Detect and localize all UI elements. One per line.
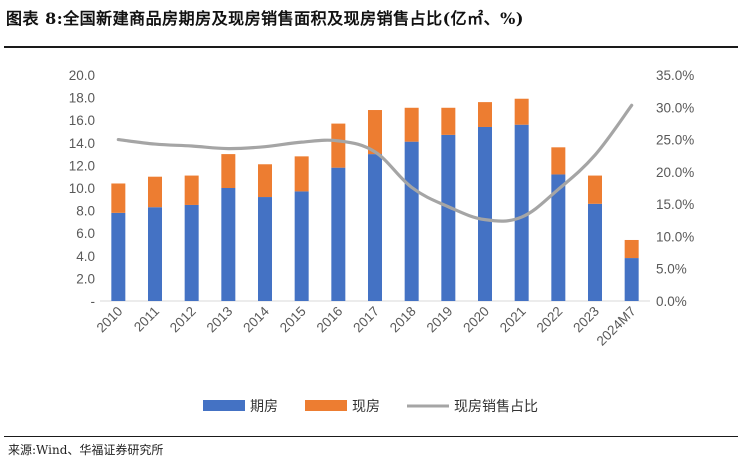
x-tick-label: 2023: [570, 304, 602, 336]
bar-existing-2016: [331, 123, 346, 168]
right-tick-label: 10.0%: [656, 229, 694, 244]
x-axis-ticks: 2010 2011 2012 2013 2014 2015 2016 2017 2018 2019…: [94, 303, 639, 348]
source-note: 来源:Wind、华福证券研究所: [8, 443, 164, 457]
x-tick-label: 2024M7: [594, 304, 639, 349]
x-tick-label: 2013: [204, 304, 236, 336]
bar-existing-2013: [221, 154, 236, 188]
bar-futures-2011: [148, 207, 162, 301]
bar-futures-2018: [404, 141, 419, 301]
bar-futures-2022: [551, 174, 566, 301]
x-tick-label: 2018: [387, 304, 419, 336]
bar-futures-2013: [221, 188, 236, 301]
left-tick-label: 4.0: [76, 249, 95, 264]
left-tick-label: 12.0: [69, 158, 95, 173]
x-tick-label: 2022: [534, 304, 566, 336]
bar-futures-2019: [441, 134, 456, 301]
legend-label-futures: 期房: [250, 399, 278, 415]
right-tick-label: 20.0%: [656, 165, 694, 180]
left-tick-label: 2.0: [76, 271, 95, 286]
chart-title: 图表 8:全国新建商品房期房及现房销售面积及现房销售占比(亿㎡、%): [6, 9, 524, 28]
bar-futures-2014: [258, 197, 272, 301]
bar-existing-2012: [184, 175, 199, 205]
bar-futures-2020: [478, 126, 492, 301]
right-tick-label: 35.0%: [656, 68, 694, 83]
legend: 期房 现房 现房销售占比: [203, 399, 538, 415]
x-tick-label: 2012: [167, 304, 199, 336]
bar-existing-2014: [258, 164, 272, 198]
bar-existing-2015: [294, 156, 309, 192]
left-axis-ticks: - 2.0 4.0 6.0 8.0 10.0 12.0 14.0 16.0 18.0 20.0: [69, 68, 95, 309]
x-tick-label: 2010: [94, 304, 126, 336]
bar-existing-2022: [551, 147, 566, 175]
left-tick-label: 6.0: [76, 226, 95, 241]
x-tick-label: 2015: [277, 304, 309, 336]
right-tick-label: 25.0%: [656, 133, 694, 148]
ratio-line: [116, 103, 634, 223]
bar-existing-2010: [111, 183, 126, 213]
right-tick-label: 0.0%: [656, 294, 687, 309]
bar-existing-2020: [478, 102, 492, 127]
bar-futures-2010: [111, 212, 126, 301]
left-tick-label: -: [91, 294, 96, 309]
legend-label-existing: 现房: [352, 399, 380, 415]
x-tick-label: 2017: [350, 304, 382, 336]
bar-existing-2011: [148, 176, 162, 208]
x-tick-label: 2016: [314, 304, 346, 336]
right-tick-label: 5.0%: [656, 262, 687, 277]
right-tick-label: 15.0%: [656, 197, 694, 212]
bar-existing-2023: [588, 175, 602, 204]
x-tick-label: 2014: [240, 303, 272, 335]
legend-swatch-futures: [203, 400, 245, 411]
bar-futures-2017: [368, 154, 382, 301]
bar-existing-2018: [404, 107, 419, 142]
x-tick-label: 2021: [497, 304, 529, 336]
bar-existing-2017: [368, 110, 382, 155]
bar-futures-2015: [294, 191, 309, 301]
left-tick-label: 20.0: [69, 68, 95, 83]
legend-label-ratio: 现房销售占比: [454, 399, 538, 415]
bar-futures-2023: [588, 203, 602, 301]
bar-futures-2012: [184, 204, 199, 301]
ratio-line-group: [116, 103, 634, 223]
legend-swatch-existing: [305, 400, 347, 411]
bar-futures-2024M7: [624, 258, 639, 301]
bar-existing-2021: [514, 98, 529, 125]
footer-divider: [4, 436, 738, 437]
left-tick-label: 8.0: [76, 204, 95, 219]
bar-existing-2024M7: [624, 239, 639, 259]
bar-existing-2019: [441, 107, 456, 135]
left-tick-label: 18.0: [69, 91, 95, 106]
bar-futures-2021: [514, 124, 529, 301]
right-tick-label: 30.0%: [656, 100, 694, 115]
title-divider: [4, 46, 738, 48]
bar-futures-2016: [331, 167, 346, 301]
x-tick-label: 2019: [424, 304, 456, 336]
x-tick-label: 2011: [131, 304, 162, 335]
x-tick-label: 2020: [460, 304, 492, 336]
bars-group: [111, 98, 639, 301]
left-tick-label: 16.0: [69, 113, 95, 128]
left-tick-label: 14.0: [69, 136, 95, 151]
left-tick-label: 10.0: [69, 181, 95, 196]
right-axis-ticks: 0.0% 5.0% 10.0% 15.0% 20.0% 25.0% 30.0% 35.0%: [656, 68, 694, 309]
